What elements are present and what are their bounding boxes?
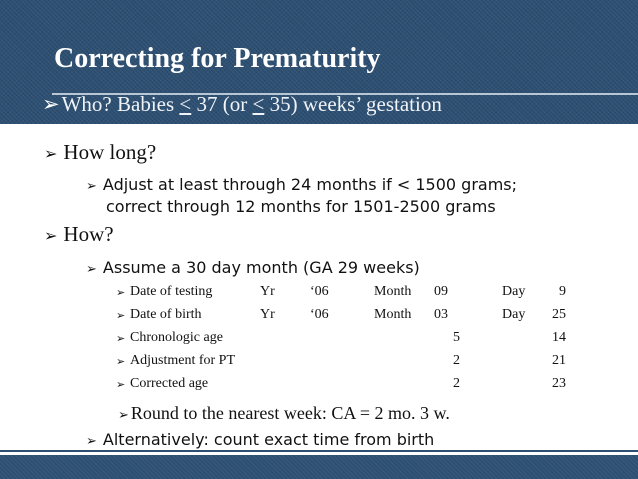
bullet-assume-month: ➢ Assume a 30 day month (GA 29 weeks) (86, 258, 420, 277)
bullet-arrow-icon: ➢ (42, 92, 60, 116)
bullet-arrow-icon: ➢ (116, 332, 126, 345)
bullet-arrow-icon: ➢ (116, 309, 126, 322)
table-row-adjustment: ➢ Adjustment for PT 2 21 (116, 353, 566, 368)
footer-divider (0, 450, 638, 452)
bullet-adjust-detail: ➢ Adjust at least through 24 months if < … (86, 175, 518, 216)
bullet-arrow-icon: ➢ (86, 434, 97, 449)
slide-header-band (0, 0, 638, 124)
less-equal-symbol: < (179, 92, 192, 116)
bullet-arrow-icon: ➢ (116, 355, 126, 368)
slide-footer-band (0, 455, 638, 479)
bullet-arrow-icon: ➢ (116, 378, 126, 391)
bullet-how: ➢ How? (44, 222, 114, 246)
bullet-arrow-icon: ➢ (116, 286, 126, 299)
bullet-how-long: ➢ How long? (44, 140, 157, 164)
table-row-corrected-age: ➢ Corrected age 2 23 (116, 376, 566, 391)
bullet-alternative: ➢ Alternatively: count exact time from bi… (86, 430, 435, 449)
round-note: ➢ Round to the nearest week: CA = 2 mo. 3… (118, 403, 450, 423)
bullet-arrow-icon: ➢ (44, 144, 58, 163)
table-row-date-birth: ➢ Date of birth Yr ‘06 Month 03 Day 25 (116, 307, 566, 322)
subtitle-who: ➢Who? Babies < 37 (or < 35) weeks’ gesta… (42, 92, 442, 116)
bullet-arrow-icon: ➢ (44, 226, 58, 245)
bullet-arrow-icon: ➢ (86, 179, 97, 194)
slide-title: Correcting for Prematurity (54, 43, 381, 74)
table-row-date-testing: ➢ Date of testing Yr ‘06 Month 09 Day 9 (116, 284, 566, 299)
bullet-arrow-icon: ➢ (86, 262, 97, 277)
title-divider (52, 93, 638, 95)
bullet-arrow-icon: ➢ (118, 408, 129, 423)
table-row-chronologic-age: ➢ Chronologic age 5 14 (116, 330, 566, 345)
less-equal-symbol: < (252, 92, 265, 116)
